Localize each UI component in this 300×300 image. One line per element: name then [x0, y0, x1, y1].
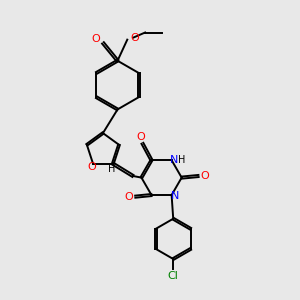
- Text: O: O: [92, 34, 100, 44]
- Text: Cl: Cl: [168, 271, 179, 281]
- Text: H: H: [108, 164, 115, 175]
- Text: N: N: [170, 154, 178, 164]
- Text: O: O: [136, 133, 145, 142]
- Text: O: O: [130, 33, 139, 43]
- Text: H: H: [178, 154, 186, 164]
- Text: N: N: [171, 191, 180, 201]
- Text: O: O: [124, 192, 133, 202]
- Text: O: O: [201, 171, 209, 181]
- Text: O: O: [87, 162, 96, 172]
